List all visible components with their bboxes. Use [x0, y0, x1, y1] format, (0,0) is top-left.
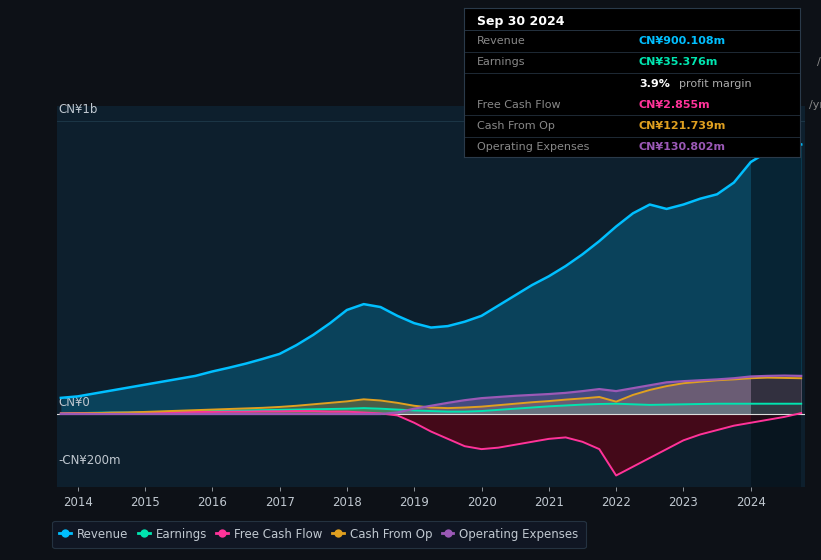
Legend: Revenue, Earnings, Free Cash Flow, Cash From Op, Operating Expenses: Revenue, Earnings, Free Cash Flow, Cash … [53, 521, 585, 548]
Text: Free Cash Flow: Free Cash Flow [477, 100, 561, 110]
Text: profit margin: profit margin [679, 78, 752, 88]
Text: Cash From Op: Cash From Op [477, 121, 555, 131]
Text: Operating Expenses: Operating Expenses [477, 142, 589, 152]
Text: Revenue: Revenue [477, 36, 526, 46]
Text: CN¥1b: CN¥1b [59, 103, 99, 116]
Text: /yr: /yr [809, 100, 821, 110]
Text: /yr: /yr [818, 58, 821, 67]
Text: Earnings: Earnings [477, 58, 525, 67]
Text: CN¥2.855m: CN¥2.855m [639, 100, 710, 110]
Text: Sep 30 2024: Sep 30 2024 [477, 15, 565, 27]
Text: CN¥35.376m: CN¥35.376m [639, 58, 718, 67]
Text: CN¥900.108m: CN¥900.108m [639, 36, 726, 46]
Text: -CN¥200m: -CN¥200m [59, 454, 122, 467]
Bar [750, 106, 801, 487]
Text: CN¥121.739m: CN¥121.739m [639, 121, 727, 131]
Text: CN¥130.802m: CN¥130.802m [639, 142, 726, 152]
Text: 3.9%: 3.9% [639, 78, 670, 88]
Text: CN¥0: CN¥0 [59, 396, 90, 409]
